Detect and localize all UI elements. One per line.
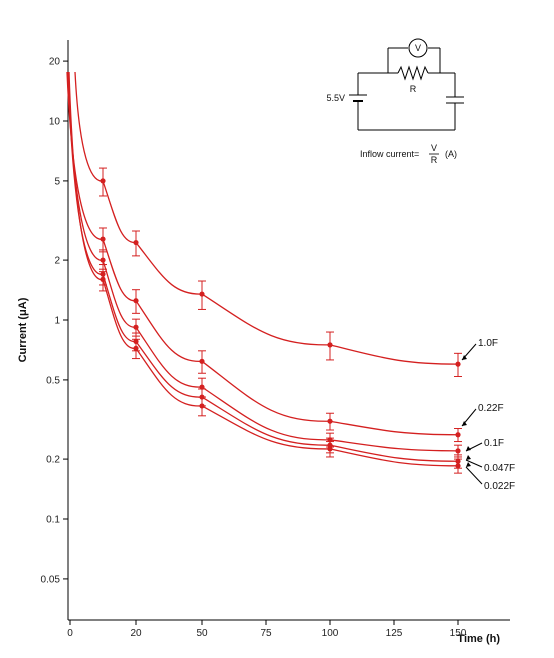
y-tick-label: 10 [49, 117, 61, 128]
series-labels: 1.0F 0.22F 0.1F 0.047F 0.022F [461, 338, 515, 492]
data-point [455, 361, 461, 367]
voltmeter-label: V [415, 43, 421, 53]
data-point [199, 403, 205, 409]
series-line [74, 71, 459, 365]
x-tick-label: 150 [450, 628, 467, 639]
data-point [455, 432, 461, 438]
y-tick-label: 1 [54, 316, 60, 327]
arrowhead-icon [462, 421, 467, 426]
data-point [100, 236, 106, 242]
data-point [100, 276, 106, 282]
data-point [133, 324, 139, 330]
series-label: 0.22F [478, 403, 504, 414]
data-point [327, 342, 333, 348]
x-tick-label: 75 [260, 628, 272, 639]
circuit-inset [349, 38, 464, 131]
formula-denominator: R [431, 155, 438, 165]
x-tick-label: 20 [130, 628, 142, 639]
data-point [133, 239, 139, 246]
data-point [455, 463, 461, 469]
formula-unit: (A) [445, 149, 457, 159]
resistor-label: R [410, 84, 417, 94]
data-point [199, 291, 205, 297]
y-axis-label: Current (μA) [17, 297, 29, 362]
series-curves [66, 71, 459, 467]
series-line [68, 71, 459, 467]
data-point [100, 178, 106, 184]
series-label-arrow [465, 459, 483, 468]
data-point [455, 448, 461, 454]
arrowhead-icon [466, 455, 471, 460]
data-point [327, 446, 333, 452]
data-point [133, 298, 139, 304]
x-tick-label: 50 [196, 628, 208, 639]
formula-numerator: V [431, 143, 437, 153]
data-point [327, 418, 333, 424]
y-tick-label: 0.2 [46, 455, 60, 466]
arrowhead-icon [466, 462, 471, 467]
y-tick-label: 20 [49, 57, 61, 68]
y-tick-label: 0.05 [41, 574, 61, 585]
x-tick-label: 125 [386, 628, 403, 639]
y-axis-ticks: 20 10 5 2 1 0.5 0.2 0.1 0.05 [41, 57, 68, 585]
series-line [67, 71, 459, 452]
voltmeter-icon [408, 38, 428, 58]
data-point [199, 358, 205, 364]
series-label: 0.022F [484, 481, 515, 492]
formula-prefix: Inflow current= [360, 149, 419, 159]
series-label: 0.1F [484, 438, 504, 449]
data-point [199, 384, 205, 390]
data-point [100, 257, 106, 263]
x-axis-ticks: 0 20 50 75 100 125 150 [67, 620, 467, 639]
arrowhead-icon [462, 355, 467, 360]
series-line [67, 71, 459, 462]
y-tick-label: 2 [54, 256, 60, 267]
series-label-arrow [465, 466, 483, 485]
series-points [99, 167, 462, 474]
y-tick-label: 0.5 [46, 375, 60, 386]
series-label: 0.047F [484, 463, 515, 474]
data-point [133, 345, 139, 351]
series-line [66, 71, 459, 436]
voltage-label: 5.5V [326, 93, 345, 103]
x-tick-label: 0 [67, 628, 73, 639]
resistor-icon [397, 65, 429, 81]
y-tick-label: 5 [54, 176, 60, 187]
x-tick-label: 100 [322, 628, 339, 639]
arrowhead-icon [466, 446, 471, 451]
y-tick-label: 0.1 [46, 515, 60, 526]
x-axis-label: Time (h) [457, 633, 500, 645]
series-label: 1.0F [478, 338, 498, 349]
